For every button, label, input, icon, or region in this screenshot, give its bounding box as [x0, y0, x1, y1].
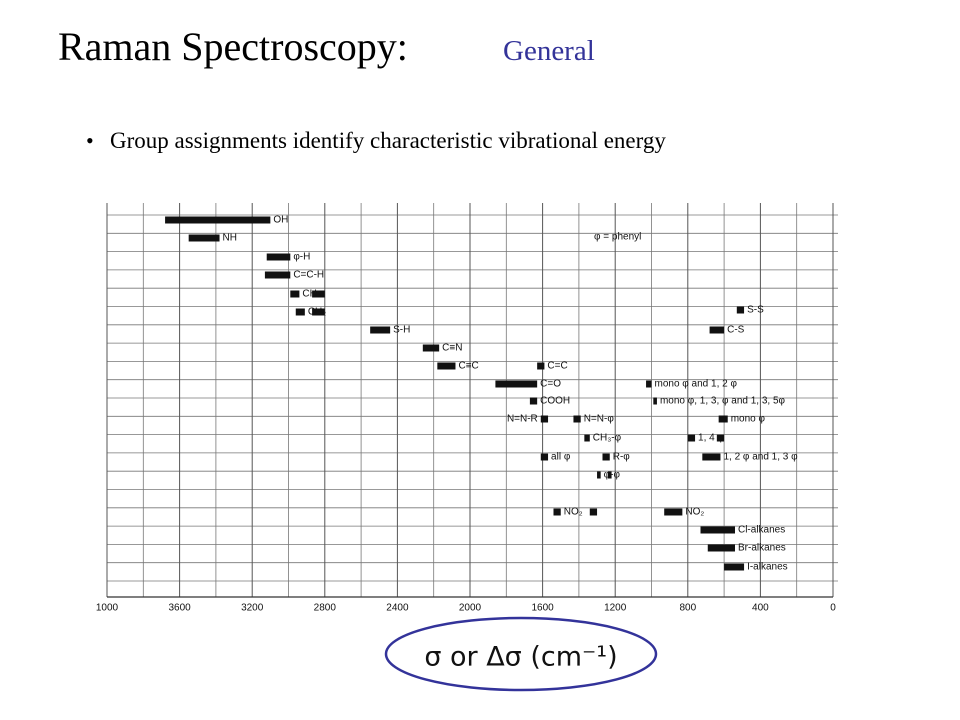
- x-tick-label: 2000: [459, 603, 482, 614]
- x-tick-label: 1600: [531, 603, 554, 614]
- x-tick-label: 2800: [314, 603, 337, 614]
- highlight-ellipse: [384, 616, 658, 692]
- range-bar: [602, 453, 610, 461]
- range-bar: [540, 453, 549, 461]
- range-label: COOH: [540, 396, 570, 407]
- range-label: Cl-alkanes: [738, 525, 785, 536]
- range-bar: [264, 271, 291, 279]
- range-label: NH: [223, 233, 237, 244]
- range-bar: [422, 344, 440, 352]
- x-tick-label: 2400: [386, 603, 409, 614]
- range-label: all φ: [551, 452, 571, 463]
- range-bar: [597, 471, 601, 479]
- range-bar: [437, 362, 456, 370]
- x-tick-label: 0: [830, 603, 836, 614]
- range-bar: [188, 234, 220, 242]
- note: φ = phenyl: [594, 232, 641, 243]
- range-bar: [716, 434, 725, 442]
- range-bar: [370, 326, 391, 334]
- range-bar: [687, 434, 696, 442]
- range-bar: [724, 563, 745, 571]
- range-label: C≡N: [442, 343, 462, 354]
- range-bar: [537, 362, 545, 370]
- range-label: NO₂: [685, 507, 704, 518]
- range-label: C=C-H: [293, 270, 324, 281]
- range-bar: [736, 306, 745, 314]
- range-label: NO₂: [564, 507, 583, 518]
- range-label: mono φ and 1, 2 φ: [655, 379, 738, 390]
- range-bar: [529, 397, 538, 405]
- range-bar: [290, 290, 300, 298]
- range-bar: [495, 380, 538, 388]
- range-label: CH₃: [302, 289, 321, 300]
- range-bar: [653, 397, 657, 405]
- range-label: C=O: [540, 379, 561, 390]
- range-label: S-S: [747, 305, 764, 316]
- range-label: φ-H: [293, 252, 310, 263]
- range-label: φ-φ: [604, 470, 621, 481]
- range-bar: [573, 415, 581, 423]
- range-bar: [702, 453, 721, 461]
- chart: 1000 3600 3200 2800 2400 2000 1600 1200 800 400 0 φ…: [96, 203, 838, 614]
- x-tick-label: 3600: [168, 603, 191, 614]
- x-axis-label: σ or Δσ (cm⁻¹): [424, 642, 617, 673]
- range-bar: [553, 508, 561, 516]
- range-bar: [700, 526, 735, 534]
- range-bar: [709, 326, 725, 334]
- range-bar: [589, 508, 598, 516]
- range-bar: [312, 308, 325, 316]
- range-bar: [295, 308, 305, 316]
- range-label: C-S: [727, 325, 745, 336]
- x-tick-label: 400: [752, 603, 769, 614]
- x-tick-label: 1200: [604, 603, 627, 614]
- range-label: C≡C: [458, 361, 478, 372]
- range-bar: [266, 253, 291, 261]
- range-label: 1, 2 φ and 1, 3 φ: [723, 452, 798, 463]
- x-tick-label: 800: [679, 603, 696, 614]
- x-tick-label: 3200: [241, 603, 264, 614]
- range-label: OH: [273, 215, 288, 226]
- slide-title: Raman Spectroscopy:: [58, 24, 408, 69]
- range-bar: [664, 508, 683, 516]
- range-bar: [540, 415, 549, 423]
- bullet-text: Group assignments identify characteristi…: [110, 128, 666, 153]
- range-bar: [718, 415, 728, 423]
- range-bar: [584, 434, 590, 442]
- range-label: mono φ: [731, 414, 766, 425]
- range-label: C=C: [547, 361, 567, 372]
- range-bar: [607, 471, 612, 479]
- range-label: N=N-R: [507, 414, 538, 425]
- range-bar: [707, 544, 735, 552]
- range-bar: [312, 290, 325, 298]
- range-label: Br-alkanes: [738, 543, 786, 554]
- range-label: CH₂: [308, 307, 326, 318]
- slide-subtitle: General: [503, 35, 595, 67]
- range-label: S-H: [393, 325, 410, 336]
- range-label: CH₃-φ: [593, 433, 622, 444]
- range-label: N=N-φ: [584, 414, 615, 425]
- range-bar: [646, 380, 652, 388]
- bullet-dot: •: [86, 128, 94, 153]
- range-label: mono φ, 1, 3, φ and 1, 3, 5φ: [660, 396, 786, 407]
- range-label: I-alkanes: [747, 562, 788, 573]
- range-bar: [165, 216, 271, 224]
- range-label: 1, 4 φ: [698, 433, 724, 444]
- range-label: R-φ: [613, 452, 631, 463]
- x-tick-label: 1000: [96, 603, 119, 614]
